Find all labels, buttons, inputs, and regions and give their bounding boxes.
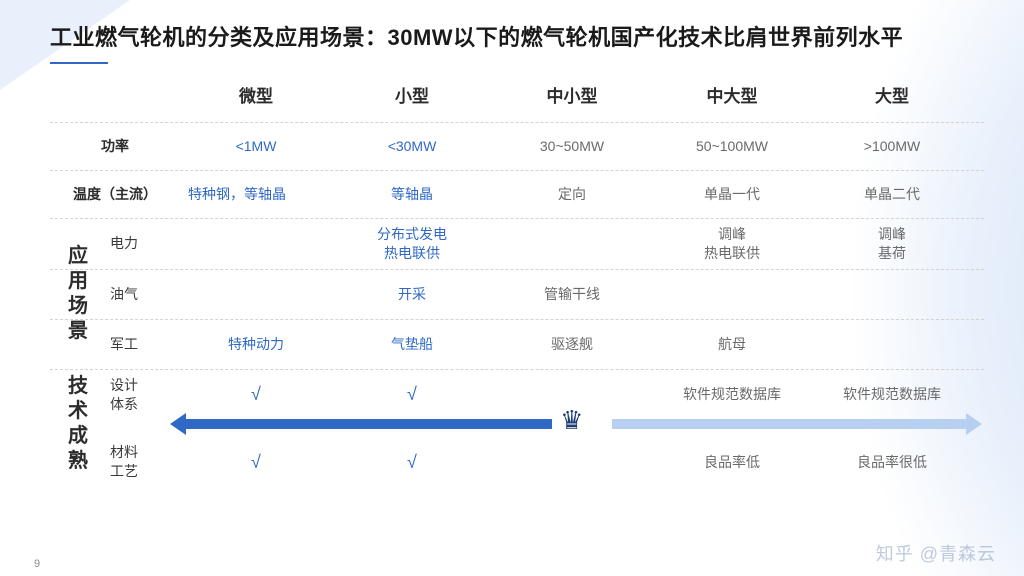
sublabel-design: 设计 体系 xyxy=(106,370,180,420)
cell xyxy=(812,338,972,350)
app-group: 应用场景 电力 分布式发电 热电联供 调峰 热电联供 调峰 基荷 油气 开采 管… xyxy=(50,218,984,369)
cell: 良品率低 xyxy=(652,447,812,478)
cell: 定向 xyxy=(492,179,652,210)
col-header: 小型 xyxy=(332,80,492,115)
slide-content: 工业燃气轮机的分类及应用场景：30MW以下的燃气轮机国产化技术比肩世界前列水平 … xyxy=(0,0,1024,576)
table-header-row: 微型 小型 中小型 中大型 大型 xyxy=(50,74,984,122)
row-label-temp: 温度（主流） xyxy=(50,179,180,210)
cell: <30MW xyxy=(332,131,492,162)
row-label-power: 功率 xyxy=(50,131,180,162)
page-title: 工业燃气轮机的分类及应用场景：30MW以下的燃气轮机国产化技术比肩世界前列水平 xyxy=(50,22,984,54)
row-app-military: 军工 特种动力 气垫船 驱逐舰 航母 xyxy=(50,319,984,369)
col-header: 中大型 xyxy=(652,80,812,115)
maturity-arrow: ♛ xyxy=(180,417,972,433)
tech-group: 技术成熟 设计 体系 √ √ 软件规范数据库 软件规范数据库 ♛ xyxy=(50,369,984,488)
col-header: 微型 xyxy=(180,80,332,115)
group-label-tech: 技术成熟 xyxy=(50,369,106,479)
col-header: 大型 xyxy=(812,80,972,115)
cell: 良品率很低 xyxy=(812,447,972,478)
cell xyxy=(180,288,332,300)
cell: 等轴晶 xyxy=(332,179,492,210)
cell: <1MW xyxy=(180,131,332,162)
check-icon: √ xyxy=(332,376,492,412)
row-app-oilgas: 油气 开采 管输干线 xyxy=(50,269,984,319)
cell xyxy=(652,288,812,300)
check-icon: √ xyxy=(332,444,492,480)
cell: 50~100MW xyxy=(652,131,812,162)
arrow-left-icon xyxy=(184,419,552,429)
sublabel-material: 材料 工艺 xyxy=(106,437,180,487)
cell: 调峰 基荷 xyxy=(812,219,972,269)
cell: 30~50MW xyxy=(492,131,652,162)
title-underline xyxy=(50,62,108,64)
row-tech-material: 材料 工艺 √ √ 良品率低 良品率很低 xyxy=(50,437,984,487)
cell: 航母 xyxy=(652,329,812,360)
cell: 气垫船 xyxy=(332,329,492,360)
crown-icon: ♛ xyxy=(560,405,583,436)
cell: 软件规范数据库 xyxy=(652,379,812,410)
col-header: 中小型 xyxy=(492,80,652,115)
cell: 驱逐舰 xyxy=(492,329,652,360)
cell xyxy=(492,456,652,468)
row-app-power: 电力 分布式发电 热电联供 调峰 热电联供 调峰 基荷 xyxy=(50,218,984,269)
row-power: 功率 <1MW <30MW 30~50MW 50~100MW >100MW xyxy=(50,122,984,170)
group-label-application: 应用场景 xyxy=(50,218,106,370)
page-number: 9 xyxy=(34,558,40,570)
cell: 单晶一代 xyxy=(652,179,812,210)
sublabel-power: 电力 xyxy=(106,228,180,259)
cell: 特种动力 xyxy=(180,329,332,360)
arrow-right-icon xyxy=(612,419,968,429)
header-blank xyxy=(50,92,180,104)
row-arrow: ♛ xyxy=(50,419,984,437)
cell: 调峰 热电联供 xyxy=(652,219,812,269)
cell xyxy=(492,389,652,401)
cell: 分布式发电 热电联供 xyxy=(332,219,492,269)
cell: 开采 xyxy=(332,279,492,310)
cell: 管输干线 xyxy=(492,279,652,310)
cell xyxy=(492,238,652,250)
watermark: 知乎 @青森云 xyxy=(876,540,996,566)
sublabel-military: 军工 xyxy=(106,329,180,360)
cell: 特种钢，等轴晶 xyxy=(180,179,332,210)
check-icon: √ xyxy=(180,376,332,412)
row-temperature: 温度（主流） 特种钢，等轴晶 等轴晶 定向 单晶一代 单晶二代 xyxy=(50,170,984,218)
cell: 软件规范数据库 xyxy=(812,379,972,410)
cell xyxy=(812,288,972,300)
row-tech-design: 设计 体系 √ √ 软件规范数据库 软件规范数据库 xyxy=(50,369,984,420)
cell xyxy=(180,238,332,250)
cell: 单晶二代 xyxy=(812,179,972,210)
check-icon: √ xyxy=(180,444,332,480)
sublabel-oilgas: 油气 xyxy=(106,279,180,310)
classification-table: 微型 小型 中小型 中大型 大型 功率 <1MW <30MW 30~50MW 5… xyxy=(50,74,984,487)
cell: >100MW xyxy=(812,131,972,162)
